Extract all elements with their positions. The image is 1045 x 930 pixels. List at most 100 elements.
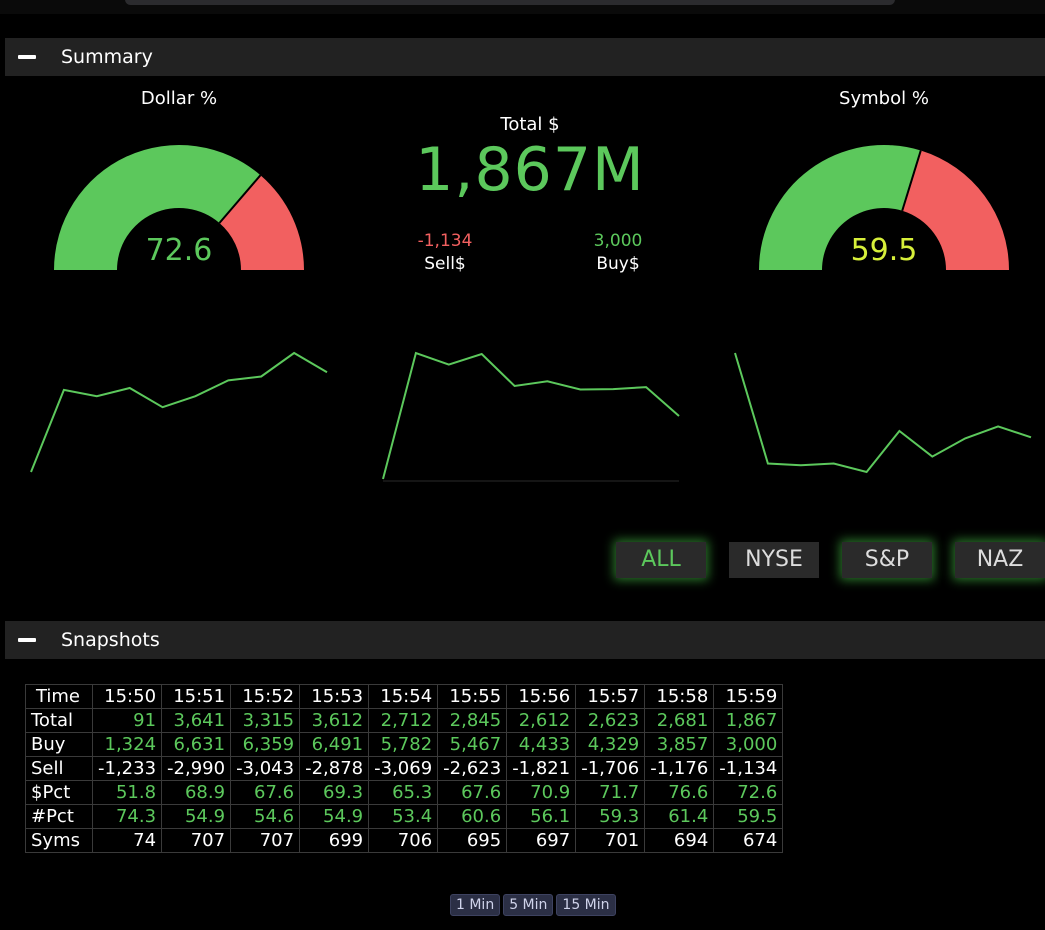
- table-cell: 60.6: [437, 804, 508, 829]
- table-cell: 72.6: [713, 780, 784, 805]
- snapshots-table: Time 15:50 15:51 15:52 15:53 15:54 15:55 15:56 1…: [25, 684, 784, 853]
- table-cell: 2,612: [506, 708, 577, 733]
- symbol-gauge-red-arc: [902, 150, 1009, 270]
- table-cell: 5,782: [368, 732, 439, 757]
- interval-button-1-min[interactable]: 1 Min: [450, 894, 501, 916]
- table-cell: 707: [161, 828, 232, 853]
- table-cell: 695: [437, 828, 508, 853]
- sell-label: Sell$: [424, 254, 466, 274]
- table-cell: 706: [368, 828, 439, 853]
- table-cell: 74: [91, 828, 163, 853]
- table-cell: -1,176: [644, 756, 715, 781]
- row-label: $Pct: [25, 780, 93, 805]
- table-row: Buy 1,324 6,631 6,359 6,491 5,782 5,467 4,433 4,…: [25, 732, 784, 757]
- table-cell: 70.9: [506, 780, 577, 805]
- symbol-gauge-title: Symbol %: [839, 88, 929, 109]
- total-sparkline-line: [382, 351, 680, 480]
- filter-sp-button[interactable]: S&P: [842, 542, 932, 578]
- row-label: #Pct: [25, 804, 93, 829]
- table-cell: 5,467: [437, 732, 508, 757]
- table-row: #Pct 74.3 54.9 54.6 54.9 53.4 60.6 56.1 59.3 61.4…: [25, 804, 784, 829]
- table-cell: 67.6: [230, 780, 301, 805]
- table-cell: 6,359: [230, 732, 301, 757]
- time-header-cell: 15:52: [230, 684, 301, 709]
- collapse-icon[interactable]: [18, 55, 36, 59]
- table-cell: 2,623: [575, 708, 646, 733]
- interval-selector: 1 Min 5 Min 15 Min: [450, 894, 616, 916]
- table-cell: 59.3: [575, 804, 646, 829]
- sell-value: -1,134: [417, 231, 473, 251]
- table-cell: 91: [91, 708, 163, 733]
- total-value: 1,867M: [415, 135, 645, 205]
- table-cell: 67.6: [437, 780, 508, 805]
- table-cell: -1,821: [506, 756, 577, 781]
- dollar-pct-sparkline-line: [30, 351, 328, 473]
- table-cell: 2,681: [644, 708, 715, 733]
- time-header-cell: 15:55: [437, 684, 508, 709]
- row-label: Buy: [25, 732, 93, 757]
- table-cell: 76.6: [644, 780, 715, 805]
- table-cell: 2,845: [437, 708, 508, 733]
- table-row: Syms 74 707 707 699 706 695 697 701 694 674: [25, 828, 784, 853]
- total-sparkline: [382, 351, 680, 482]
- table-row: Sell -1,233 -2,990 -3,043 -2,878 -3,069 -2,623…: [25, 756, 784, 781]
- time-header-cell: 15:51: [161, 684, 232, 709]
- dollar-gauge-value: 72.6: [146, 233, 213, 268]
- filter-nyse-button[interactable]: NYSE: [729, 542, 819, 578]
- interval-button-5-min[interactable]: 5 Min: [503, 894, 554, 916]
- table-cell: 694: [644, 828, 715, 853]
- table-cell: 3,315: [230, 708, 301, 733]
- table-cell: 1,324: [91, 732, 163, 757]
- summary-header[interactable]: Summary: [5, 38, 1045, 76]
- time-header-cell: 15:54: [368, 684, 439, 709]
- time-header-cell: 15:56: [506, 684, 577, 709]
- table-cell: 56.1: [506, 804, 577, 829]
- table-cell: 707: [230, 828, 301, 853]
- table-cell: -3,043: [230, 756, 301, 781]
- row-label: Total: [25, 708, 93, 733]
- table-cell: 54.9: [161, 804, 232, 829]
- table-cell: 3,000: [713, 732, 784, 757]
- snapshots-header[interactable]: Snapshots: [5, 621, 1045, 659]
- filter-all-button[interactable]: ALL: [616, 542, 706, 578]
- table-cell: 65.3: [368, 780, 439, 805]
- table-header-row: Time 15:50 15:51 15:52 15:53 15:54 15:55 15:56 1…: [25, 684, 784, 709]
- buy-value: 3,000: [593, 231, 643, 251]
- table-cell: -2,878: [299, 756, 370, 781]
- table-cell: 6,631: [161, 732, 232, 757]
- buy-label: Buy$: [596, 254, 640, 274]
- table-cell: 54.6: [230, 804, 301, 829]
- time-header-cell: 15:57: [575, 684, 646, 709]
- table-cell: 699: [299, 828, 370, 853]
- window-top-bar: [0, 0, 1045, 14]
- table-cell: 54.9: [299, 804, 370, 829]
- table-cell: 4,329: [575, 732, 646, 757]
- table-cell: 4,433: [506, 732, 577, 757]
- table-cell: 2,712: [368, 708, 439, 733]
- table-cell: 3,641: [161, 708, 232, 733]
- snapshots-title: Snapshots: [61, 629, 160, 651]
- table-cell: 71.7: [575, 780, 646, 805]
- table-cell: 68.9: [161, 780, 232, 805]
- table-cell: 6,491: [299, 732, 370, 757]
- symbol-gauge-green-arc: [759, 145, 921, 270]
- row-label: Sell: [25, 756, 93, 781]
- time-header-cell: 15:50: [91, 684, 163, 709]
- row-label: Syms: [25, 828, 93, 853]
- filter-naz-button[interactable]: NAZ: [955, 542, 1045, 578]
- table-cell: 69.3: [299, 780, 370, 805]
- table-row: Total 91 3,641 3,315 3,612 2,712 2,845 2,612 2,6…: [25, 708, 784, 733]
- dollar-gauge-green-arc: [54, 144, 261, 270]
- time-header-cell: 15:59: [713, 684, 784, 709]
- collapse-icon[interactable]: [18, 638, 36, 642]
- table-cell: -1,134: [713, 756, 784, 781]
- dollar-gauge-divider: [218, 174, 262, 224]
- symbol-pct-sparkline: [734, 352, 1032, 474]
- symbol-gauge: 59.5: [759, 145, 1009, 270]
- table-cell: -2,623: [437, 756, 508, 781]
- symbol-pct-sparkline-line: [734, 352, 1032, 474]
- table-cell: 61.4: [644, 804, 715, 829]
- symbol-gauge-value: 59.5: [851, 233, 918, 268]
- table-cell: 3,857: [644, 732, 715, 757]
- interval-button-15-min[interactable]: 15 Min: [556, 894, 616, 916]
